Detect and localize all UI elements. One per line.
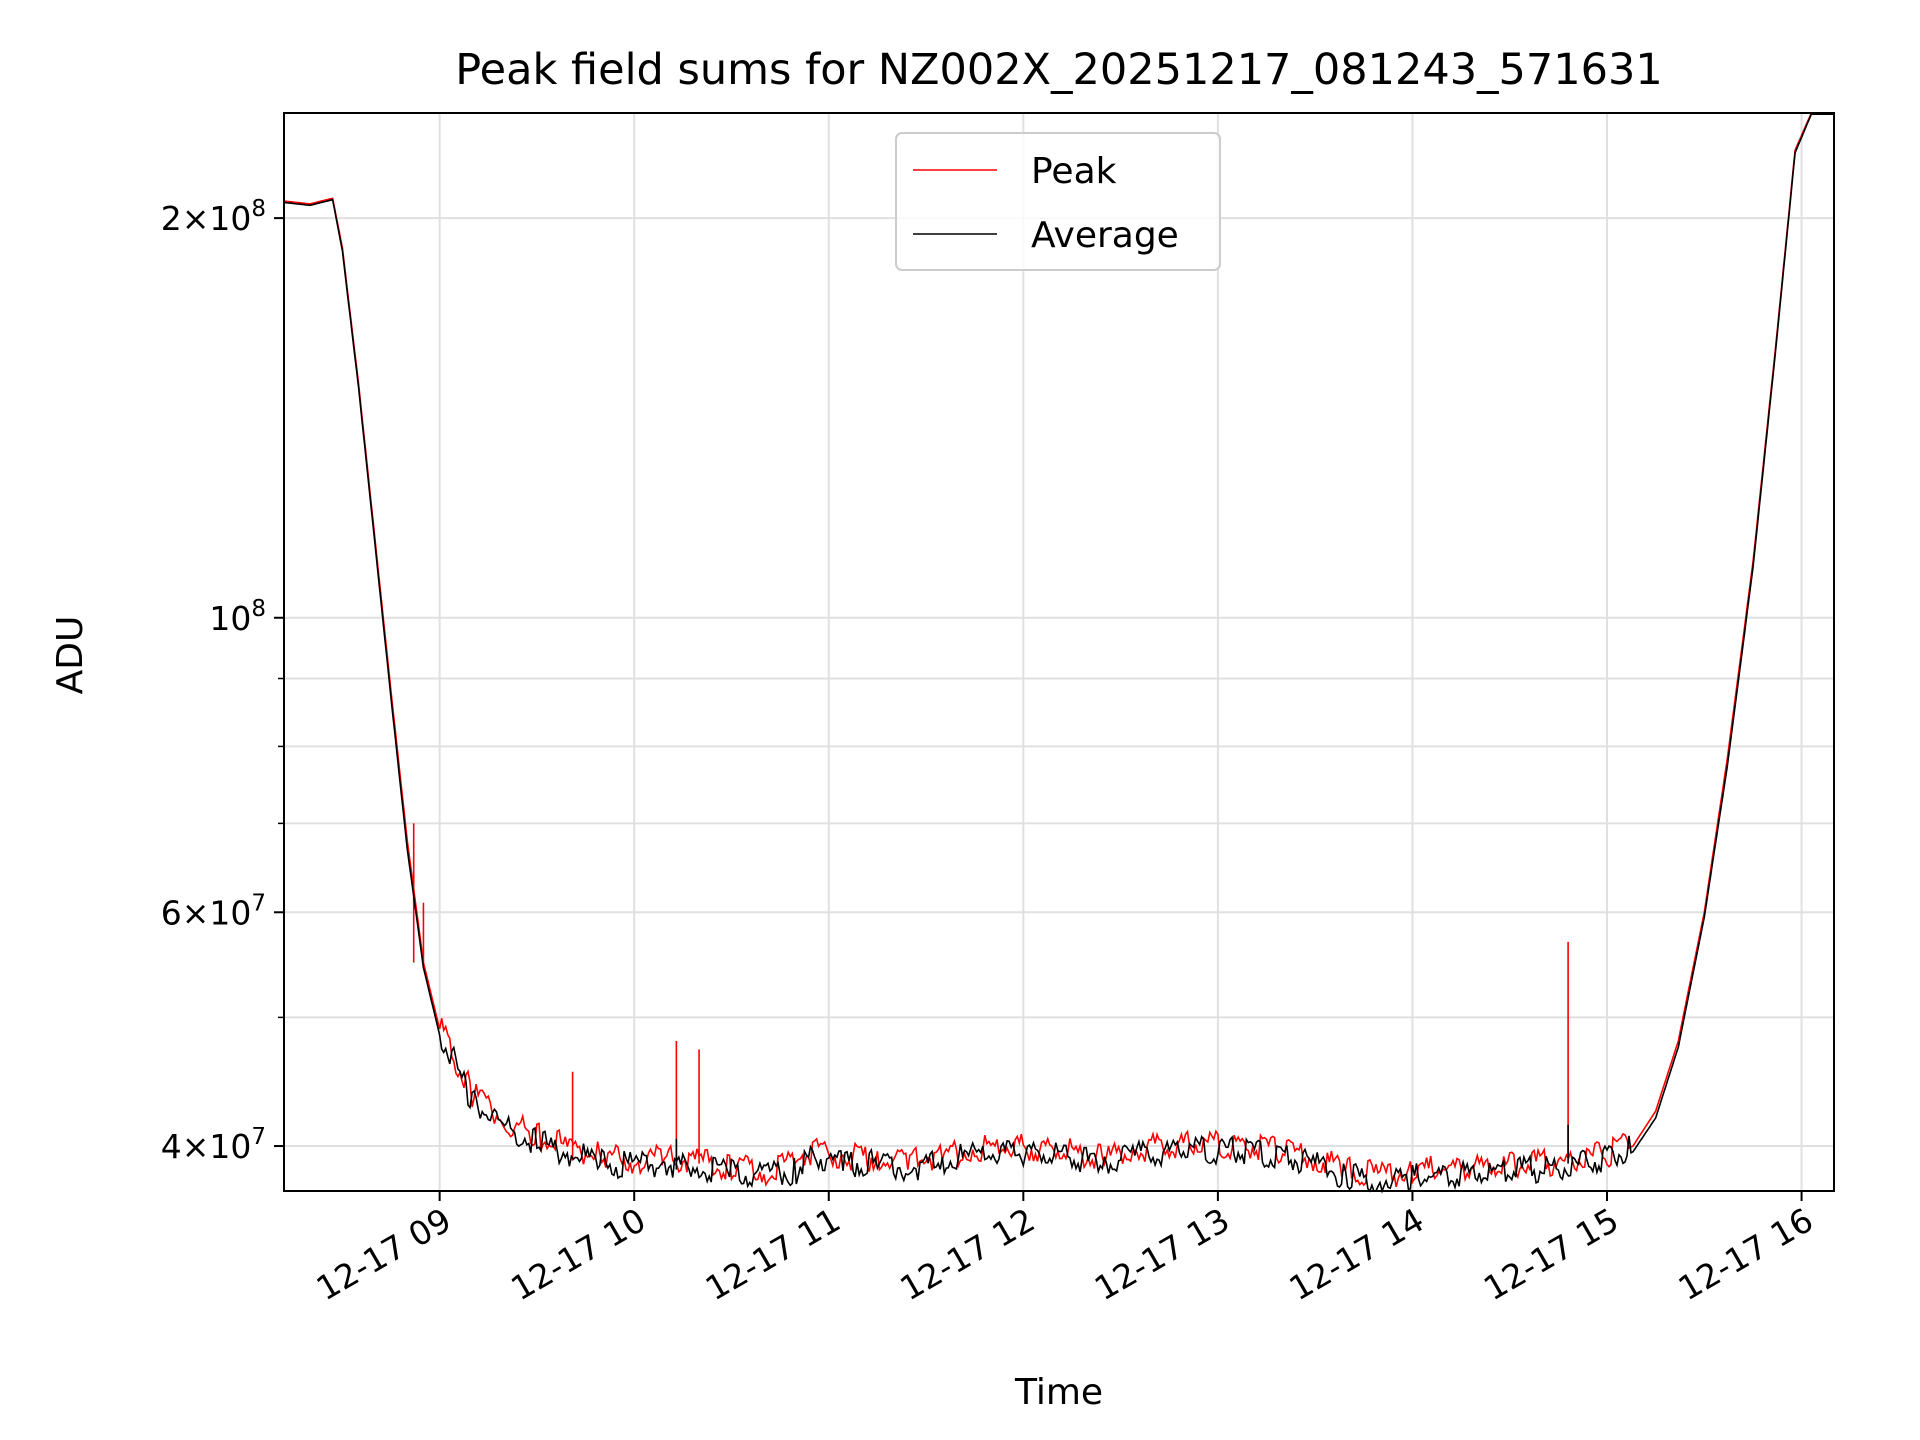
- y-tick-label: 6×107: [161, 890, 266, 932]
- y-tick-label: 4×107: [161, 1124, 266, 1166]
- chart-title: Peak field sums for NZ002X_20251217_0812…: [455, 45, 1662, 95]
- plot-frame: [283, 112, 1835, 1192]
- y-tick-label: 2×108: [161, 196, 266, 238]
- legend-box: [895, 132, 1221, 271]
- plot-area: [283, 112, 1834, 1194]
- legend: Peak Average: [895, 132, 1221, 271]
- legend-label-peak: Peak: [1031, 151, 1117, 192]
- y-axis-label: ADU: [50, 616, 91, 695]
- x-axis-label: Time: [1014, 1372, 1103, 1413]
- y-tick-label: 108: [209, 596, 266, 638]
- series-line-average: [283, 113, 1834, 1194]
- legend-label-average: Average: [1031, 215, 1179, 256]
